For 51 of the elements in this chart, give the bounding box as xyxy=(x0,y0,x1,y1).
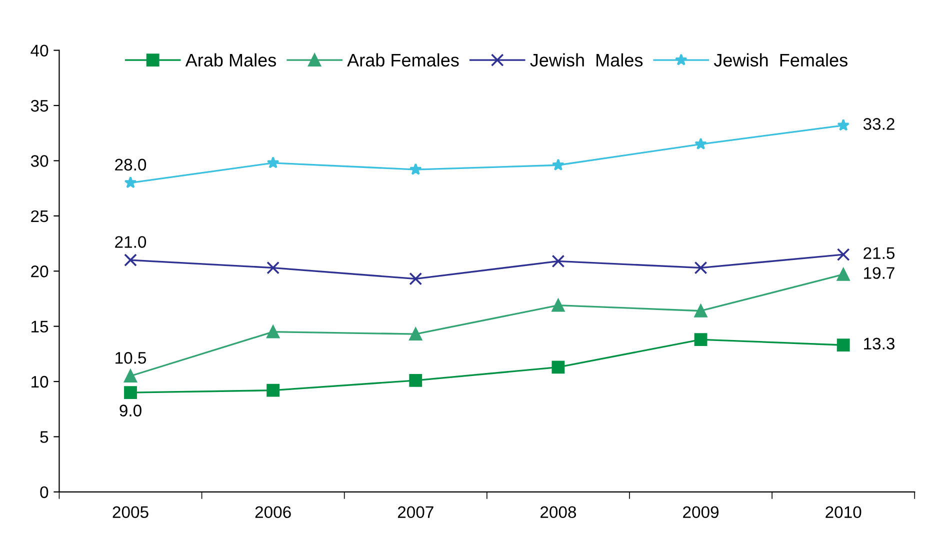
point xyxy=(552,254,565,268)
point xyxy=(124,254,137,267)
point xyxy=(409,163,422,175)
data-label: 9.0 xyxy=(120,404,142,416)
point xyxy=(124,176,137,188)
point xyxy=(552,298,565,312)
legend-label: Jewish Males xyxy=(530,53,643,67)
data-label: 21.0 xyxy=(115,236,146,248)
point xyxy=(836,338,850,352)
y-tick-label: 20 xyxy=(31,266,48,278)
point xyxy=(266,156,280,168)
point xyxy=(266,325,280,338)
point xyxy=(409,328,422,341)
point xyxy=(409,374,422,387)
y-tick-label: 15 xyxy=(32,320,48,333)
point xyxy=(694,261,708,274)
data-label: 10.5 xyxy=(116,352,146,364)
x-tick-label: 2010 xyxy=(826,506,862,518)
legend-label: Arab Females xyxy=(347,53,459,67)
data-label: 33.2 xyxy=(863,118,894,130)
y-tick-label: 0 xyxy=(40,486,48,498)
point xyxy=(694,333,708,346)
x-tick-label: 2005 xyxy=(112,506,148,518)
x-tick-label: 2008 xyxy=(540,506,576,518)
point xyxy=(552,360,565,374)
data-label: 13.3 xyxy=(864,338,894,350)
x-tick-label: 2009 xyxy=(683,506,719,518)
x-tick-label: 2007 xyxy=(398,506,434,518)
point xyxy=(552,158,564,171)
data-label: 28.0 xyxy=(115,158,146,171)
data-label: 21.5 xyxy=(864,247,895,260)
y-tick-label: 40 xyxy=(30,44,48,57)
point xyxy=(837,118,850,131)
point xyxy=(124,386,137,400)
point xyxy=(124,370,137,382)
point xyxy=(266,384,280,397)
y-tick-label: 5 xyxy=(40,431,48,443)
point xyxy=(836,248,850,262)
legend-label: Jewish Females xyxy=(714,53,848,67)
x-tick-label: 2006 xyxy=(255,506,291,518)
data-label: 19.7 xyxy=(864,267,894,279)
y-tick-label: 25 xyxy=(31,210,48,222)
legend-label: Arab Males xyxy=(185,53,276,67)
point xyxy=(694,304,708,318)
point xyxy=(694,138,707,150)
point xyxy=(409,272,422,286)
y-tick-label: 10 xyxy=(32,376,48,388)
y-tick-label: 35 xyxy=(30,100,48,112)
point xyxy=(266,261,280,274)
y-tick-label: 30 xyxy=(30,155,48,167)
point xyxy=(836,268,850,281)
